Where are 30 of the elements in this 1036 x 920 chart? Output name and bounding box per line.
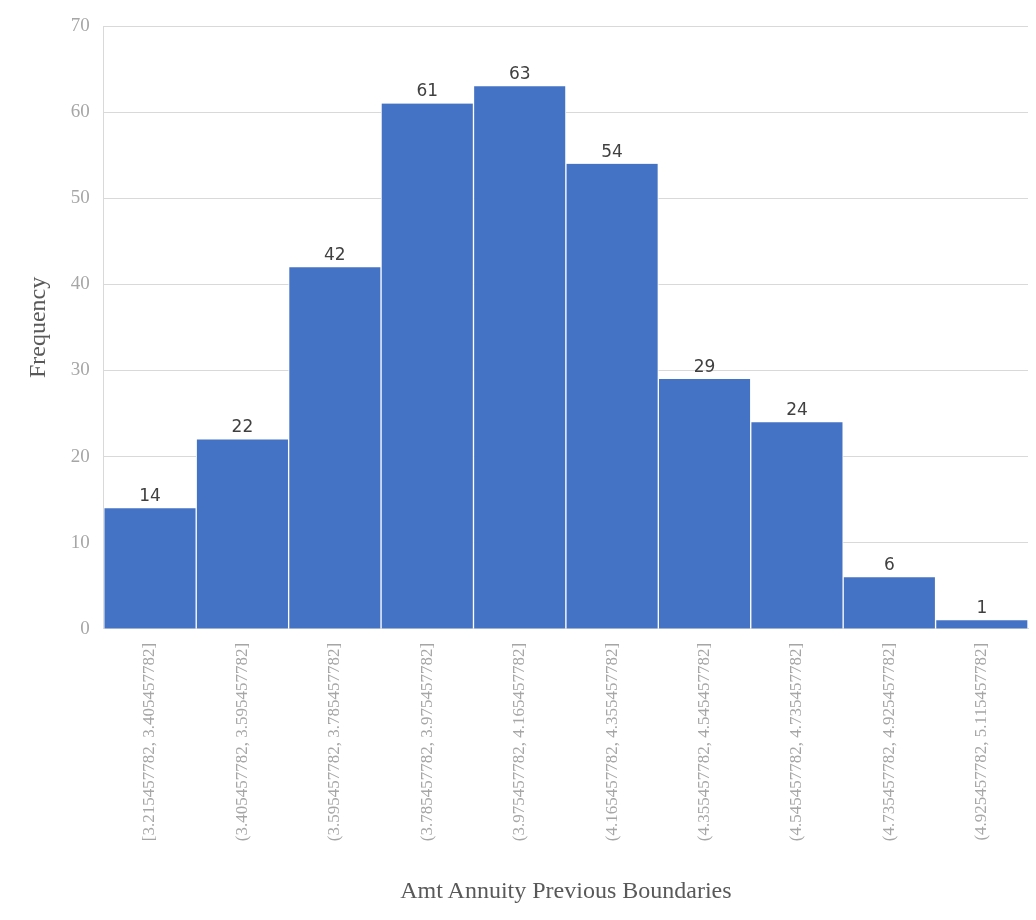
- y-tick-label: 40: [70, 272, 90, 294]
- y-tick-label: 30: [70, 358, 90, 380]
- x-tick-label: (4.355457782, 4.545457782]: [694, 642, 713, 842]
- data-label: 22: [231, 416, 254, 437]
- data-label: 61: [416, 80, 439, 101]
- y-axis-title: Frequency: [23, 276, 50, 379]
- data-label: 29: [693, 356, 716, 377]
- data-label: 63: [508, 63, 531, 84]
- x-tick-label: (4.545457782, 4.735457782]: [786, 642, 806, 842]
- x-tick-label: (4.925457782, 5.115457782]: [971, 642, 991, 841]
- y-tick-label: 20: [70, 444, 90, 466]
- data-label: 6: [883, 554, 895, 575]
- data-label: 42: [324, 244, 346, 265]
- x-axis-title: Amt Annuity Previous Boundaries: [400, 876, 732, 903]
- y-tick-label: 10: [70, 530, 90, 552]
- y-tick-label: 60: [70, 100, 90, 122]
- y-tick-label: 70: [70, 13, 90, 35]
- x-tick-label: (4.165457782, 4.355457782]: [601, 642, 621, 842]
- x-tick-label: (3.785457782, 3.975457782]: [416, 642, 436, 842]
- data-label: 54: [601, 140, 623, 161]
- data-label: 1: [976, 597, 988, 618]
- x-tick-label: (4.735457782, 4.925457782]: [878, 642, 898, 842]
- data-label: 14: [139, 485, 161, 506]
- y-tick-label: 50: [70, 186, 90, 208]
- data-label: 24: [786, 399, 808, 420]
- x-tick-label: (3.405457782, 3.595457782]: [231, 642, 251, 842]
- x-tick-label: (3.975457782, 4.165457782]: [509, 642, 529, 842]
- y-tick-label: 0: [80, 616, 90, 638]
- x-tick-label: [3.215457782, 3.405457782]: [139, 642, 159, 842]
- x-tick-label: (3.595457782, 3.785457782]: [324, 642, 344, 842]
